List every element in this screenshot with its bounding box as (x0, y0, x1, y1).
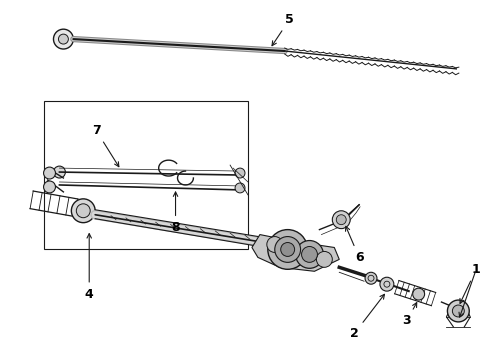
Circle shape (275, 237, 300, 262)
Circle shape (332, 211, 350, 229)
Circle shape (301, 247, 318, 262)
Circle shape (53, 29, 74, 49)
Text: 8: 8 (171, 192, 180, 234)
Circle shape (380, 277, 394, 291)
Text: 7: 7 (92, 124, 119, 167)
Circle shape (72, 199, 95, 223)
Circle shape (58, 34, 69, 44)
Circle shape (235, 183, 245, 193)
Circle shape (267, 237, 283, 252)
Circle shape (413, 288, 425, 300)
Text: 4: 4 (85, 234, 94, 301)
Polygon shape (252, 235, 339, 271)
Circle shape (447, 300, 469, 322)
Text: 5: 5 (272, 13, 294, 46)
Circle shape (365, 272, 377, 284)
Circle shape (44, 167, 55, 179)
Text: 2: 2 (350, 294, 385, 340)
Circle shape (44, 181, 55, 193)
Circle shape (76, 204, 90, 218)
Circle shape (317, 251, 332, 267)
Text: 6: 6 (345, 226, 364, 264)
Circle shape (53, 166, 65, 178)
Circle shape (295, 240, 323, 268)
Circle shape (235, 168, 245, 178)
Circle shape (268, 230, 308, 269)
Circle shape (336, 215, 346, 225)
Text: 3: 3 (402, 303, 416, 327)
Circle shape (281, 243, 294, 256)
Text: 1: 1 (460, 263, 481, 303)
Circle shape (452, 305, 465, 317)
